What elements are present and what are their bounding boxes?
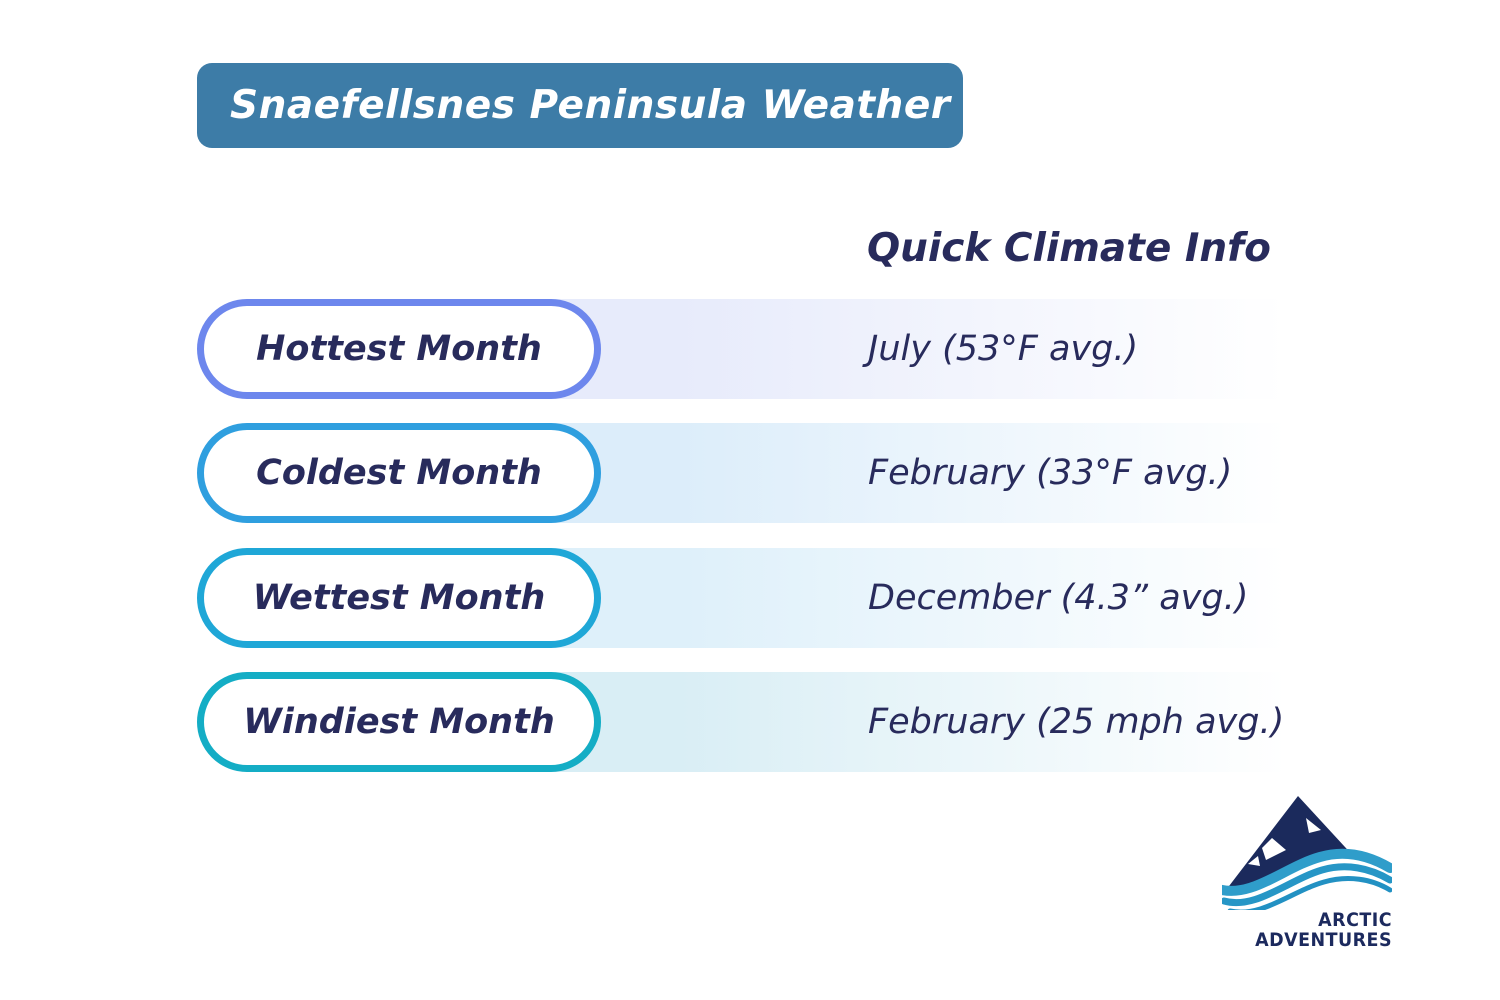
category-label: Wettest Month <box>252 578 546 618</box>
category-pill: Wettest Month <box>197 548 601 648</box>
climate-row-windiest: Windiest Month February (25 mph avg.) <box>197 672 1300 772</box>
category-label: Windiest Month <box>243 702 555 742</box>
climate-value: February (33°F avg.) <box>868 453 1233 493</box>
logo-line-adventures: ADVENTURES <box>1255 929 1392 951</box>
category-pill: Hottest Month <box>197 299 601 399</box>
category-pill: Coldest Month <box>197 423 601 523</box>
climate-value: December (4.3” avg.) <box>868 578 1249 618</box>
climate-row-coldest: Coldest Month February (33°F avg.) <box>197 423 1300 523</box>
title-banner: Snaefellsnes Peninsula Weather <box>197 63 963 148</box>
logo-line-arctic: ARCTIC <box>1318 909 1392 931</box>
climate-row-wettest: Wettest Month December (4.3” avg.) <box>197 548 1300 648</box>
category-label: Coldest Month <box>256 453 542 493</box>
mountain-waves-icon <box>1222 796 1392 910</box>
climate-row-hottest: Hottest Month July (53°F avg.) <box>197 299 1300 399</box>
logo-wordmark: ARCTIC ADVENTURES <box>1236 910 1392 950</box>
section-heading: Quick Climate Info <box>867 226 1271 271</box>
category-label: Hottest Month <box>256 329 542 369</box>
climate-value: February (25 mph avg.) <box>868 702 1285 742</box>
category-pill: Windiest Month <box>197 672 601 772</box>
climate-value: July (53°F avg.) <box>868 329 1139 369</box>
page-title: Snaefellsnes Peninsula Weather <box>230 83 951 128</box>
arctic-adventures-logo: ARCTIC ADVENTURES <box>1222 792 1394 957</box>
